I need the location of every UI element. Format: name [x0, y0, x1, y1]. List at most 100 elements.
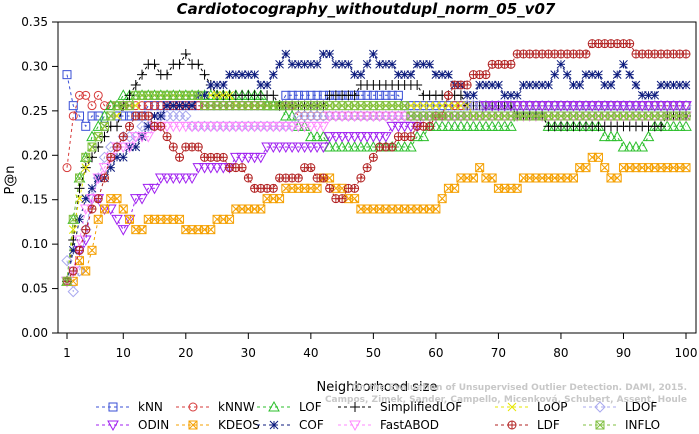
data-point	[268, 90, 279, 101]
data-point	[349, 90, 360, 101]
data-point	[542, 101, 555, 112]
data-point	[625, 70, 635, 80]
data-point	[137, 101, 147, 111]
data-point	[348, 132, 361, 143]
data-point	[381, 90, 391, 100]
legend-item-ldf: LDF	[495, 418, 560, 432]
data-point	[431, 101, 441, 111]
data-point	[544, 80, 553, 90]
data-point	[93, 214, 103, 224]
data-point	[167, 121, 180, 133]
data-point	[431, 70, 441, 80]
data-point	[548, 101, 561, 112]
y-axis-label: P@n	[3, 165, 18, 194]
data-point	[648, 101, 661, 112]
x-tick-label: 20	[178, 346, 193, 360]
data-point	[304, 130, 317, 142]
legend-marker	[349, 420, 361, 432]
data-point	[125, 121, 135, 131]
data-point	[298, 121, 311, 133]
data-point	[317, 121, 330, 133]
data-point	[81, 163, 91, 173]
data-point	[136, 132, 148, 143]
data-point	[342, 111, 355, 123]
data-point	[355, 140, 367, 152]
data-point	[87, 111, 97, 121]
data-point	[248, 152, 261, 164]
data-point	[362, 59, 372, 69]
data-point	[273, 142, 286, 154]
data-point	[511, 101, 524, 112]
x-axis-label: Neighborhood size	[317, 380, 438, 395]
data-point	[681, 111, 691, 121]
data-point	[254, 121, 267, 133]
data-point	[236, 121, 248, 133]
data-point	[156, 111, 166, 121]
data-point	[312, 90, 322, 100]
data-point	[680, 101, 692, 112]
data-point	[673, 101, 686, 112]
data-point	[448, 120, 461, 131]
data-point	[323, 140, 336, 152]
data-point	[437, 194, 447, 204]
data-point	[206, 90, 216, 100]
data-point	[168, 142, 178, 152]
data-point	[123, 142, 136, 154]
data-point	[248, 121, 261, 133]
data-point	[75, 245, 85, 255]
data-point	[330, 132, 342, 143]
data-point	[362, 90, 372, 100]
data-point	[350, 194, 360, 204]
data-point	[306, 90, 316, 100]
data-point	[612, 70, 622, 80]
data-point	[211, 163, 223, 174]
data-point	[480, 101, 492, 112]
data-point	[81, 90, 91, 100]
legend-marker	[108, 402, 118, 412]
data-point	[118, 152, 128, 162]
data-point	[492, 120, 505, 131]
legend-marker	[507, 402, 517, 412]
data-point	[62, 276, 72, 286]
x-tick-label: 40	[303, 346, 318, 360]
series-line	[66, 53, 686, 282]
data-point	[443, 90, 453, 100]
data-point	[361, 132, 373, 143]
legend-marker	[107, 420, 119, 432]
data-point	[617, 101, 630, 112]
data-point	[367, 132, 380, 143]
data-point	[456, 101, 466, 111]
data-point	[593, 152, 603, 162]
data-point	[475, 163, 485, 173]
data-point	[681, 49, 691, 59]
data-point	[112, 121, 123, 132]
data-point	[536, 101, 549, 112]
data-point	[506, 59, 516, 69]
data-point	[550, 70, 560, 80]
data-point	[287, 90, 297, 100]
data-point	[669, 80, 678, 90]
data-point	[137, 69, 148, 80]
data-point	[286, 109, 298, 121]
data-point	[75, 256, 85, 266]
data-point	[118, 132, 128, 142]
data-point	[586, 101, 599, 112]
data-point	[348, 140, 361, 152]
data-point	[68, 111, 78, 121]
data-point	[250, 70, 259, 80]
data-point	[293, 90, 303, 100]
legend-label: kNNW	[218, 400, 255, 414]
data-point	[218, 152, 228, 162]
data-point	[605, 130, 617, 142]
series-cof	[62, 49, 691, 286]
data-point	[150, 101, 160, 111]
data-point	[225, 90, 234, 100]
data-point	[348, 111, 361, 123]
data-point	[267, 121, 280, 133]
data-point	[129, 194, 142, 205]
data-point	[362, 163, 372, 173]
data-point	[368, 152, 378, 162]
data-point	[425, 59, 435, 69]
series-line	[66, 94, 686, 282]
